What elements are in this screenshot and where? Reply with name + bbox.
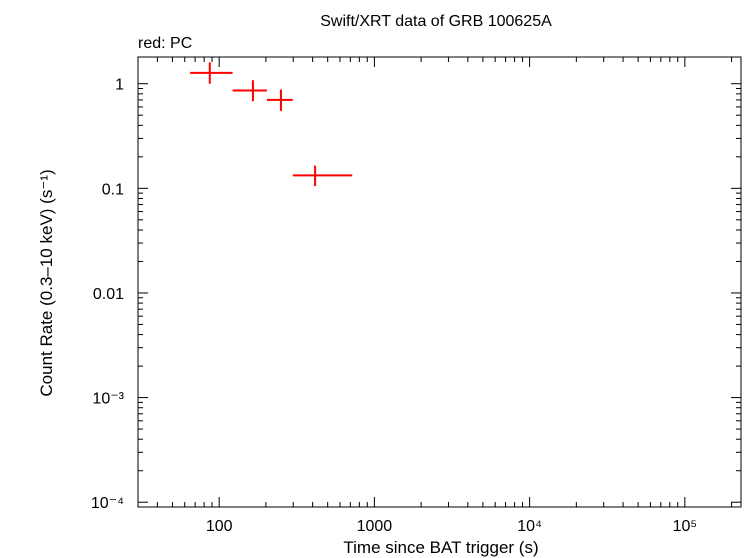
- x-tick-label: 100: [206, 518, 233, 535]
- y-axis-tick-labels: 1 0.1 0.01 10⁻³ 10⁻⁴: [91, 77, 125, 513]
- data-point: [292, 165, 353, 187]
- x-tick-label: 10⁴: [517, 518, 542, 535]
- chart-title: Swift/XRT data of GRB 100625A: [320, 13, 552, 30]
- data-point: [232, 80, 267, 102]
- x-tick-label: 1000: [357, 518, 393, 535]
- chart-subtitle: red: PC: [138, 35, 192, 52]
- y-tick-label: 1: [115, 77, 124, 94]
- x-axis-tick-labels: 100 1000 10⁴ 10⁵: [206, 518, 697, 535]
- y-tick-label: 0.1: [102, 181, 124, 198]
- y-axis-label: Count Rate (0.3–10 keV) (s⁻¹): [37, 169, 56, 396]
- y-axis-ticks: [138, 83, 741, 508]
- y-tick-label: 10⁻⁴: [91, 495, 124, 512]
- x-tick-label: 10⁵: [673, 518, 697, 535]
- data-point: [266, 89, 293, 111]
- x-axis-ticks: [137, 57, 733, 507]
- data-point: [190, 62, 233, 84]
- data-points: [190, 62, 353, 187]
- x-axis-label: Time since BAT trigger (s): [343, 538, 538, 557]
- y-tick-label: 10⁻³: [92, 391, 124, 408]
- y-tick-label: 0.01: [93, 286, 124, 303]
- plot-frame: [137, 56, 742, 508]
